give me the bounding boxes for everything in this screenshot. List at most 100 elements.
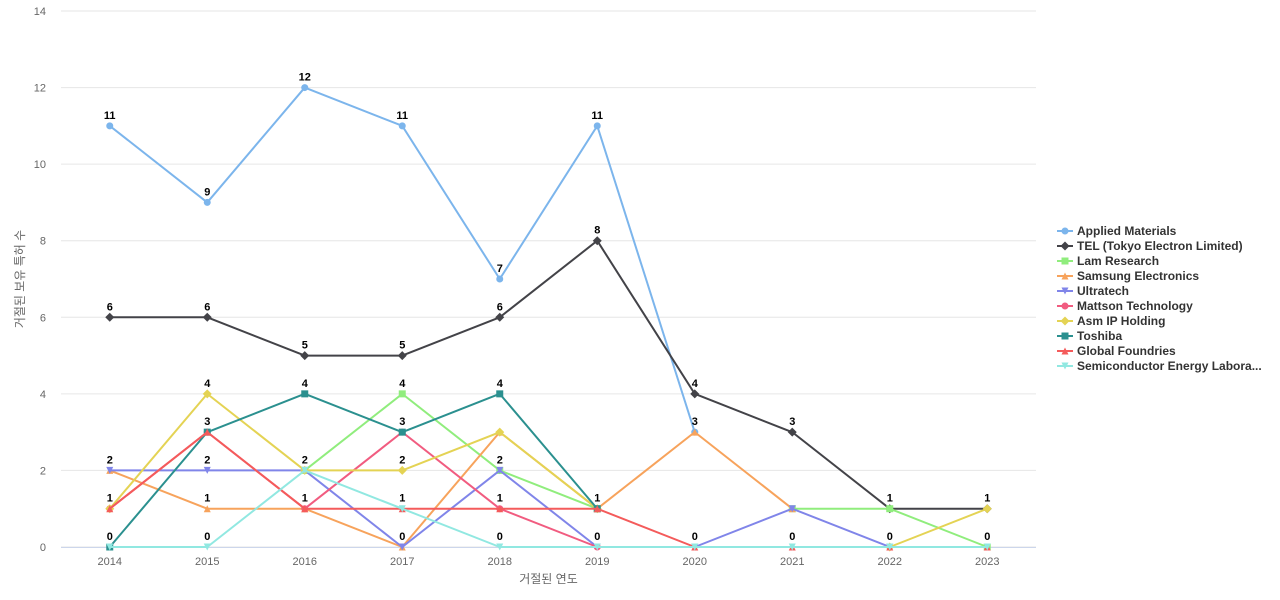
- series-line[interactable]: [108, 392, 989, 548]
- y-tick-label: 8: [40, 236, 46, 248]
- data-point[interactable]: [496, 275, 504, 283]
- data-point[interactable]: [787, 427, 797, 437]
- series-line[interactable]: [108, 392, 599, 548]
- legend-item[interactable]: Applied Materials: [1057, 224, 1177, 238]
- data-point[interactable]: [788, 505, 796, 513]
- x-tick-label: 2020: [683, 556, 707, 568]
- data-point[interactable]: [203, 428, 211, 436]
- data-point[interactable]: [398, 122, 406, 130]
- data-label: 12: [299, 72, 311, 84]
- data-label: 2: [399, 454, 405, 466]
- legend-marker: [1061, 287, 1069, 295]
- data-label: 4: [692, 378, 699, 390]
- legend-item[interactable]: TEL (Tokyo Electron Limited): [1057, 239, 1243, 253]
- legend-item[interactable]: Asm IP Holding: [1057, 314, 1165, 328]
- data-point[interactable]: [203, 466, 211, 474]
- series-0: [106, 84, 699, 436]
- data-point[interactable]: [788, 543, 796, 551]
- data-point[interactable]: [105, 312, 115, 322]
- legend-item[interactable]: Mattson Technology: [1057, 299, 1193, 313]
- data-point[interactable]: [496, 466, 504, 474]
- data-point[interactable]: [496, 505, 504, 513]
- legend-item[interactable]: Toshiba: [1057, 329, 1122, 343]
- data-point[interactable]: [202, 389, 212, 399]
- data-label: 0: [594, 531, 600, 543]
- legend-marker: [1061, 257, 1069, 265]
- legend-marker: [1061, 332, 1069, 340]
- data-point[interactable]: [593, 505, 601, 513]
- data-label: 6: [107, 301, 113, 313]
- y-tick-label: 14: [34, 6, 46, 18]
- data-point[interactable]: [495, 312, 505, 322]
- data-point[interactable]: [301, 466, 309, 474]
- data-point[interactable]: [690, 389, 700, 399]
- data-label: 1: [107, 493, 113, 505]
- data-point[interactable]: [593, 122, 601, 130]
- data-point[interactable]: [106, 122, 114, 130]
- data-point[interactable]: [397, 465, 407, 475]
- data-label: 2: [204, 454, 210, 466]
- legend-item[interactable]: Global Foundries: [1057, 344, 1176, 358]
- data-point[interactable]: [496, 543, 504, 551]
- data-label: 0: [497, 531, 503, 543]
- data-point[interactable]: [982, 504, 992, 514]
- data-point[interactable]: [106, 505, 114, 513]
- data-point[interactable]: [203, 198, 211, 206]
- data-point[interactable]: [593, 543, 601, 551]
- legend-label: Toshiba: [1077, 329, 1122, 343]
- data-label: 0: [887, 531, 893, 543]
- series-line[interactable]: [108, 469, 989, 548]
- data-point[interactable]: [398, 390, 406, 398]
- data-point[interactable]: [301, 505, 309, 513]
- legend-marker: [1060, 241, 1070, 251]
- x-tick-label: 2017: [390, 556, 414, 568]
- y-axis-ticks: 0 2 4 6 8 10 12 14: [34, 6, 46, 554]
- data-point[interactable]: [301, 390, 309, 398]
- data-point[interactable]: [398, 428, 406, 436]
- y-tick-label: 10: [34, 159, 46, 171]
- legend-marker: [1061, 272, 1069, 280]
- data-point[interactable]: [106, 466, 114, 474]
- data-point[interactable]: [202, 312, 212, 322]
- data-label: 1: [594, 493, 600, 505]
- legend-label: TEL (Tokyo Electron Limited): [1077, 239, 1243, 253]
- data-point[interactable]: [300, 351, 310, 361]
- x-tick-label: 2022: [878, 556, 902, 568]
- x-tick-label: 2014: [98, 556, 122, 568]
- data-point[interactable]: [592, 236, 602, 246]
- data-label: 0: [399, 531, 405, 543]
- legend-label: Lam Research: [1077, 254, 1159, 268]
- data-label: 1: [399, 493, 405, 505]
- data-point[interactable]: [203, 543, 211, 551]
- data-point[interactable]: [886, 505, 894, 513]
- data-point[interactable]: [398, 505, 406, 513]
- data-label: 4: [399, 378, 406, 390]
- legend-item[interactable]: Ultratech: [1057, 284, 1129, 298]
- data-point[interactable]: [691, 428, 699, 436]
- data-label: 1: [887, 493, 893, 505]
- y-axis-title: 거절된 보유 특허 수: [13, 230, 27, 328]
- data-point[interactable]: [398, 543, 406, 551]
- data-point[interactable]: [106, 543, 114, 551]
- data-label: 11: [104, 110, 116, 122]
- legend-item[interactable]: Lam Research: [1057, 254, 1159, 268]
- data-point[interactable]: [691, 543, 699, 551]
- data-point[interactable]: [496, 390, 504, 398]
- data-point[interactable]: [495, 427, 505, 437]
- data-point[interactable]: [886, 543, 894, 551]
- series-line[interactable]: [108, 239, 989, 510]
- data-label: 6: [497, 301, 503, 313]
- y-tick-label: 2: [40, 465, 46, 477]
- legend-item[interactable]: Semiconductor Energy Labora...: [1057, 359, 1262, 373]
- data-point[interactable]: [983, 543, 991, 551]
- series-line[interactable]: [108, 431, 794, 548]
- data-point[interactable]: [203, 505, 211, 513]
- data-point[interactable]: [397, 351, 407, 361]
- data-label: 2: [302, 454, 308, 466]
- data-point[interactable]: [301, 84, 309, 92]
- legend-item[interactable]: Samsung Electronics: [1057, 269, 1199, 283]
- x-axis-title: 거절된 연도: [519, 572, 578, 586]
- data-label: 7: [497, 263, 503, 275]
